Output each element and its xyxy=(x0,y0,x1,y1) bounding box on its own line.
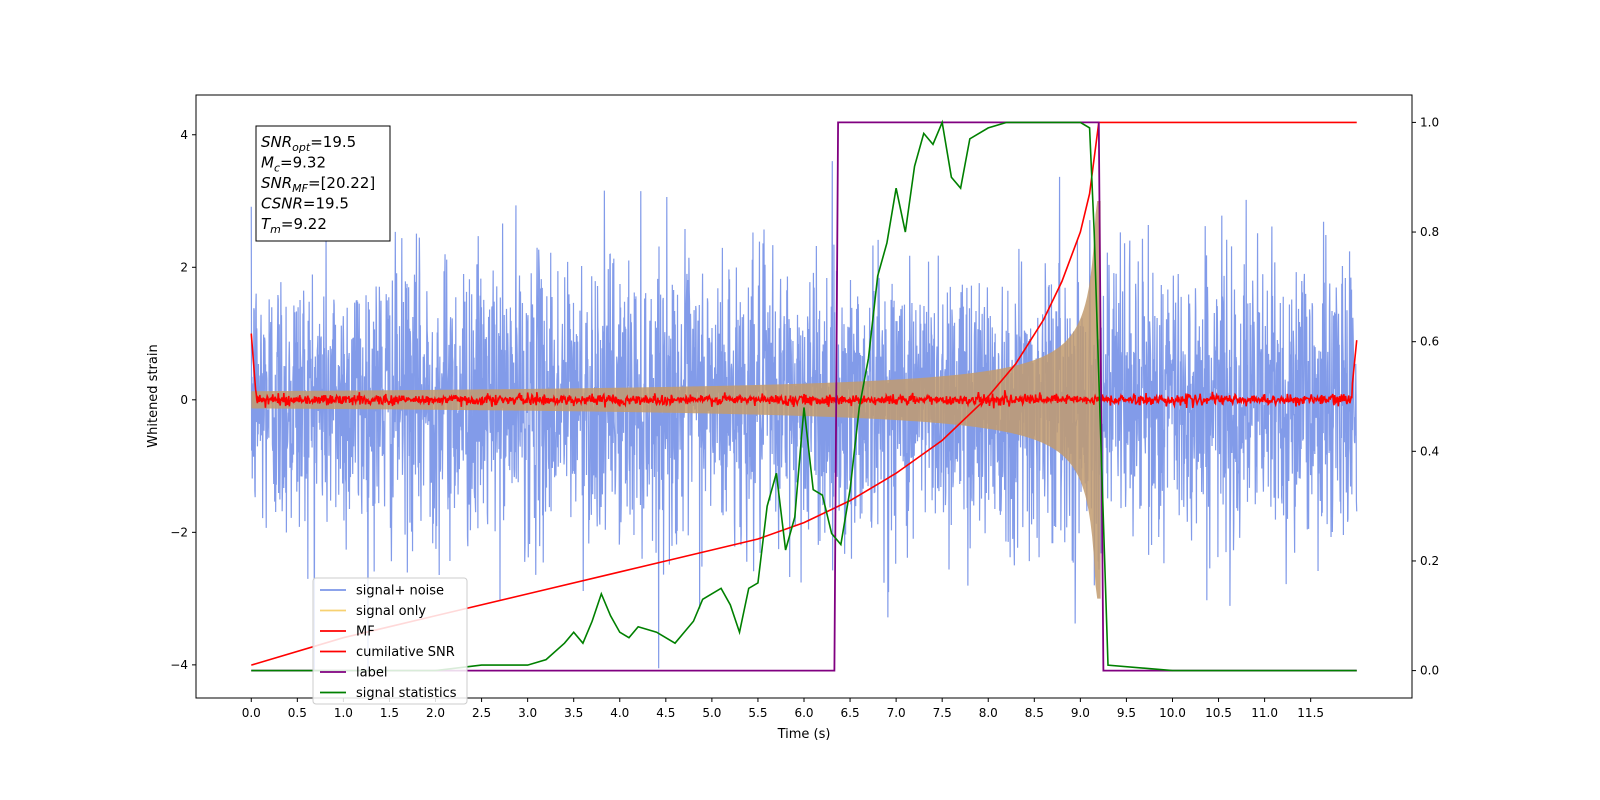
y-axis-left: −4 −2 0 2 4 xyxy=(170,128,196,672)
annotation-value: =19.5 xyxy=(310,133,356,151)
y-tick-label: 0 xyxy=(180,393,188,407)
x-tick-label: 5.5 xyxy=(748,706,767,720)
annotation-value: =9.22 xyxy=(281,215,327,233)
annotation-subscript: opt xyxy=(292,141,311,154)
y-tick-label: 4 xyxy=(180,128,188,142)
x-tick-label: 4.0 xyxy=(610,706,629,720)
y-tick-label: 2 xyxy=(180,260,188,274)
annotation-symbol: SNR xyxy=(261,133,292,151)
legend-frame xyxy=(312,577,468,705)
annotation-symbol: T xyxy=(261,215,272,233)
series-layer xyxy=(250,119,1358,672)
x-axis: 0.0 0.5 1.0 1.5 2.0 2.5 3.0 3.5 4.0 4.5 5.0 5.5 6.0 6… xyxy=(242,698,1324,720)
y2-tick-label: 1.0 xyxy=(1420,115,1439,129)
x-tick-label: 1.5 xyxy=(380,706,399,720)
y2-tick-label: 0.0 xyxy=(1420,664,1439,678)
annotation-value: =9.32 xyxy=(280,154,326,172)
x-tick-label: 0.5 xyxy=(288,706,307,720)
legend-entry: signal+ noise xyxy=(356,584,444,599)
annotation-symbol: CSNR xyxy=(261,195,303,213)
legend: signal+ noise signal only MF cumilative SNR… xyxy=(312,577,468,705)
x-tick-label: 11.0 xyxy=(1251,706,1278,720)
x-tick-label: 6.0 xyxy=(794,706,813,720)
y2-tick-label: 0.8 xyxy=(1420,225,1439,239)
x-tick-label: 10.5 xyxy=(1205,706,1232,720)
x-tick-label: 7.5 xyxy=(933,706,952,720)
annotation-subscript: c xyxy=(274,162,280,175)
x-tick-label: 11.5 xyxy=(1297,706,1324,720)
x-tick-label: 7.0 xyxy=(887,706,906,720)
annotation-subscript: MF xyxy=(292,182,308,195)
x-tick-label: 0.0 xyxy=(242,706,261,720)
legend-entry: signal statistics xyxy=(356,686,457,701)
x-tick-label: 1.0 xyxy=(334,706,353,720)
series-signal-statistics xyxy=(251,119,1357,672)
annotation-line: CSNR=19.5 xyxy=(261,195,349,213)
x-tick-label: 2.5 xyxy=(472,706,491,720)
annotation-value: =19.5 xyxy=(303,195,349,213)
x-tick-label: 3.0 xyxy=(518,706,537,720)
x-tick-label: 5.0 xyxy=(702,706,721,720)
stats-annotation-box: SNRopt=19.5Mc=9.32SNRMF=[20.22]CSNR=19.5… xyxy=(255,125,391,242)
x-tick-label: 9.0 xyxy=(1071,706,1090,720)
x-tick-label: 8.0 xyxy=(979,706,998,720)
legend-entry: label xyxy=(356,666,387,681)
y-tick-label: −4 xyxy=(170,658,188,672)
y2-tick-label: 0.6 xyxy=(1420,335,1439,349)
x-tick-label: 4.5 xyxy=(656,706,675,720)
x-tick-label: 10.0 xyxy=(1159,706,1186,720)
annotation-line: SNRMF=[20.22] xyxy=(261,174,375,195)
x-tick-label: 6.5 xyxy=(841,706,860,720)
x-tick-label: 9.5 xyxy=(1117,706,1136,720)
series-cumulative-snr xyxy=(251,121,1357,666)
annotation-line: Tm=9.22 xyxy=(261,215,327,236)
annotation-line: SNRopt=19.5 xyxy=(261,133,356,154)
annotation-symbol: M xyxy=(261,154,274,172)
y2-tick-label: 0.2 xyxy=(1420,554,1439,568)
x-tick-label: 2.0 xyxy=(426,706,445,720)
y-tick-label: −2 xyxy=(170,525,188,539)
legend-entry: cumilative SNR xyxy=(356,645,455,660)
annotation-subscript: m xyxy=(270,223,281,236)
y-axis-label: Whitened strain xyxy=(146,344,161,447)
legend-entry: MF xyxy=(356,625,375,640)
x-tick-label: 3.5 xyxy=(564,706,583,720)
annotation-line: Mc=9.32 xyxy=(261,154,326,175)
x-tick-label: 8.5 xyxy=(1025,706,1044,720)
series-mf xyxy=(250,333,1358,409)
stats-annotation-frame xyxy=(255,125,391,242)
legend-entry: signal only xyxy=(356,604,426,619)
annotation-value: =[20.22] xyxy=(308,174,375,192)
y-axis-right: 0.0 0.2 0.4 0.6 0.8 1.0 xyxy=(1412,115,1439,678)
annotation-symbol: SNR xyxy=(261,174,292,192)
x-axis-label: Time (s) xyxy=(777,727,831,742)
series-label xyxy=(251,121,1357,672)
y2-tick-label: 0.4 xyxy=(1420,444,1439,458)
